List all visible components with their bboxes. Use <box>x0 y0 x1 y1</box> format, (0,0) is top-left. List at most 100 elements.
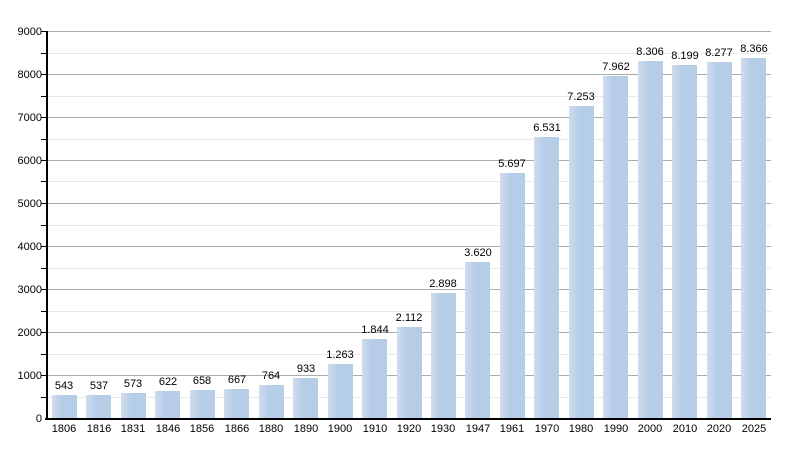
bar-value-label: 1.263 <box>326 349 354 361</box>
y-tick-label: 1000 <box>17 370 42 382</box>
bar-1866 <box>224 389 249 418</box>
x-tick-label: 1961 <box>499 423 525 435</box>
x-tick-label: 1980 <box>568 423 594 435</box>
bar-value-label: 7.962 <box>602 61 630 73</box>
bar-1831 <box>121 393 146 418</box>
bar-value-label: 2.898 <box>429 278 457 290</box>
x-tick-label: 1900 <box>327 423 353 435</box>
y-axis-line <box>46 31 48 420</box>
x-tick-label: 1816 <box>86 423 112 435</box>
bar-2020 <box>707 62 732 418</box>
y-axis-tick <box>41 160 46 161</box>
gridline-minor <box>47 181 771 182</box>
x-tick-label: 1970 <box>534 423 560 435</box>
x-tick-label: 1831 <box>120 423 146 435</box>
bar-value-label: 622 <box>158 376 178 388</box>
y-tick-label: 9000 <box>17 26 42 38</box>
y-axis-tick <box>41 96 46 97</box>
gridline-major <box>47 289 771 290</box>
bar-value-label: 8.306 <box>636 46 664 58</box>
y-tick-label: 5000 <box>17 198 42 210</box>
bar-1846 <box>155 391 180 418</box>
x-tick-label: 2000 <box>637 423 663 435</box>
bar-value-label: 1.844 <box>361 324 389 336</box>
x-tick-label: 1990 <box>603 423 629 435</box>
bar-value-label: 667 <box>227 374 247 386</box>
gridline-major <box>47 203 771 204</box>
y-axis-tick <box>41 246 46 247</box>
bar-value-label: 8.199 <box>671 50 699 62</box>
x-tick-label: 1910 <box>362 423 388 435</box>
y-tick-label: 7000 <box>17 112 42 124</box>
y-tick-label: 3000 <box>17 284 42 296</box>
bar-value-label: 658 <box>192 375 212 387</box>
gridline-minor <box>47 268 771 269</box>
bar-value-label: 7.253 <box>567 91 595 103</box>
bar-value-label: 764 <box>261 370 281 382</box>
y-axis-tick <box>41 354 46 355</box>
bar-1980 <box>569 106 594 418</box>
y-axis-tick <box>41 74 46 75</box>
y-axis-tick <box>41 203 46 204</box>
bar-1910 <box>362 339 387 418</box>
y-axis-tick <box>41 289 46 290</box>
x-tick-label: 1880 <box>258 423 284 435</box>
bar-value-label: 8.366 <box>740 43 768 55</box>
y-axis-tick <box>41 397 46 398</box>
bar-value-label: 543 <box>54 380 74 392</box>
bar-1970 <box>534 137 559 418</box>
x-tick-label: 1920 <box>396 423 422 435</box>
bar-1856 <box>190 390 215 418</box>
y-axis-tick <box>41 53 46 54</box>
y-axis-tick <box>41 375 46 376</box>
x-tick-label: 1890 <box>293 423 319 435</box>
y-tick-label: 2000 <box>17 327 42 339</box>
x-tick-label: 1930 <box>430 423 456 435</box>
bar-value-label: 3.620 <box>464 247 492 259</box>
x-tick-label: 1806 <box>51 423 77 435</box>
gridline-minor <box>47 53 771 54</box>
gridline-major <box>47 160 771 161</box>
y-axis-tick <box>41 225 46 226</box>
y-axis-tick <box>41 117 46 118</box>
x-tick-label: 1866 <box>224 423 250 435</box>
bar-2000 <box>638 61 663 418</box>
bar-2010 <box>672 65 697 418</box>
y-axis-tick <box>41 31 46 32</box>
bar-1930 <box>431 293 456 418</box>
bar-1816 <box>86 395 111 418</box>
x-tick-label: 1846 <box>155 423 181 435</box>
y-tick-label: 0 <box>35 413 42 425</box>
gridline-major <box>47 31 771 32</box>
bar-value-label: 933 <box>296 363 316 375</box>
bar-1806 <box>52 395 77 418</box>
y-tick-label: 6000 <box>17 155 42 167</box>
y-tick-label: 4000 <box>17 241 42 253</box>
y-axis-tick <box>41 181 46 182</box>
gridline-major <box>47 74 771 75</box>
bar-1890 <box>293 378 318 418</box>
bar-1900 <box>328 364 353 418</box>
x-tick-label: 2020 <box>706 423 732 435</box>
gridline-minor <box>47 311 771 312</box>
bar-1947 <box>465 262 490 418</box>
bar-value-label: 537 <box>89 380 109 392</box>
x-tick-label: 2025 <box>741 423 767 435</box>
gridline-major <box>47 117 771 118</box>
y-axis-tick <box>41 332 46 333</box>
y-axis-tick <box>41 311 46 312</box>
y-axis-tick <box>41 268 46 269</box>
bar-1880 <box>259 385 284 418</box>
bar-value-label: 6.531 <box>533 122 561 134</box>
gridline-minor <box>47 96 771 97</box>
x-axis-line <box>45 418 771 420</box>
bar-value-label: 8.277 <box>705 47 733 59</box>
bar-value-label: 5.697 <box>498 158 526 170</box>
bar-1961 <box>500 173 525 418</box>
x-tick-label: 1947 <box>465 423 491 435</box>
bar-1920 <box>397 327 422 418</box>
y-axis-tick <box>41 139 46 140</box>
bar-value-label: 2.112 <box>395 312 423 324</box>
bar-2025 <box>741 58 766 418</box>
